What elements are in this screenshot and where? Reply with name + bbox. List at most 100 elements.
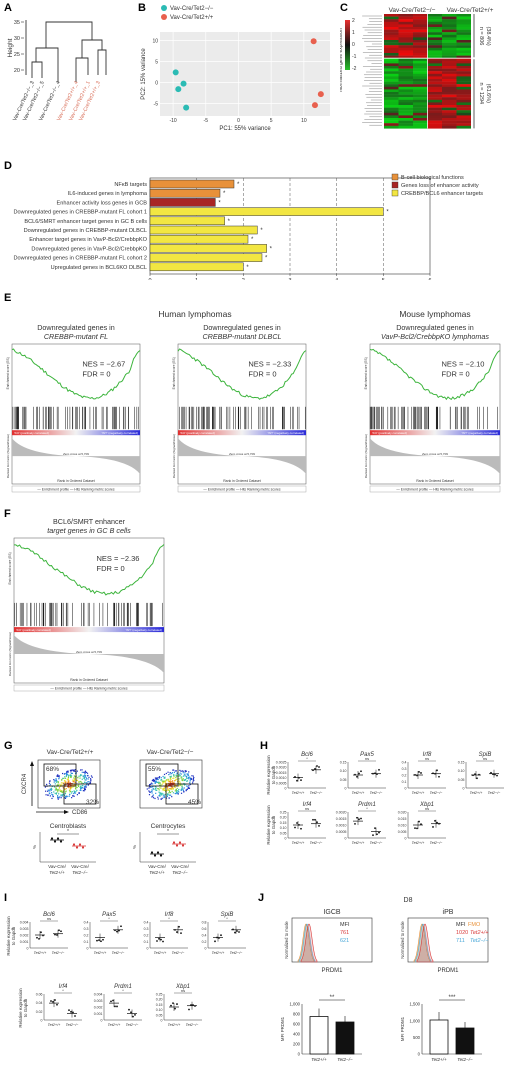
bar-wt [430, 1020, 448, 1054]
y-tick-label: 0.25 [156, 993, 163, 997]
panel-label: B [138, 2, 146, 14]
group-label: Tet2−/− [186, 1023, 200, 1027]
x-tick-label: 5 [270, 118, 273, 124]
y-tick-label: 0.25 [280, 811, 287, 815]
prdm1-plots: D8IGCBMFI761621PRDM1Normalized to modeiP… [258, 892, 520, 1081]
ko-label: 'KO' (positively correlated) [16, 628, 51, 632]
y-tick-label: 0.3 [402, 767, 407, 771]
y-tick-label: 0.0010 [336, 824, 347, 828]
y-axis-label: Normalized to mode [400, 921, 405, 959]
y-tick-label: 0.005 [398, 830, 407, 834]
group-label: Tet2−/− [230, 951, 244, 955]
y-axis-label: to Gapdh [11, 926, 16, 945]
color-scale [345, 20, 350, 70]
y-tick-label: 800 [293, 1012, 301, 1017]
bar [150, 198, 215, 206]
wt-label: 'WT' (negatively correlated) [102, 431, 138, 435]
group-title: Vav-Cre/Tet2+/+ [47, 749, 94, 756]
x-tick-label: 3 [288, 278, 291, 280]
y-axis-label: Enrichment score (ES) [172, 357, 176, 389]
bar-label: IL6-induced genes in lymphoma [68, 191, 148, 197]
y-axis-label: to Gapdh [271, 815, 276, 834]
panel-e: E Human lymphomas Mouse lymphomas Downre… [0, 292, 520, 504]
y-tick-label: 1,000 [290, 1002, 301, 1007]
y-tick-label: 0.8 [202, 921, 207, 925]
x-tick-label: 0 [237, 118, 240, 124]
panel-j: J D8 IGCB MFI 761 621 PRDM1 Normalized to mode… [258, 892, 520, 1081]
data-point [318, 91, 324, 97]
group-label: Tet2−/− [370, 791, 384, 795]
gsea-title: CREBBP-mutant FL [44, 332, 108, 341]
group-label: Tet2+/+ [149, 870, 165, 875]
y-tick-label: 0.06 [36, 993, 43, 997]
y-tick-label: 25 [14, 52, 20, 58]
row-dendrogram [362, 16, 382, 125]
group-label: Tet2+/+ [311, 1057, 327, 1062]
legend-swatch [392, 190, 398, 196]
group-label: Tet2−/− [66, 1023, 80, 1027]
y-tick-label: 0 [27, 947, 29, 951]
legend-wt: Tet2+/+ [470, 930, 489, 936]
y-tick-label: 0.3 [144, 927, 149, 931]
x-axis-label: Rank in Ordered Dataset [57, 479, 95, 483]
y-tick-label: 1,500 [410, 1002, 421, 1007]
panel-f: F BCL6/SMRT enhancer target genes in GC B… [0, 508, 200, 708]
legend-label: Genes loss of enhancer activity [401, 183, 479, 189]
arrow-head [64, 810, 69, 814]
bar [150, 263, 243, 271]
panel-label: E [4, 292, 11, 304]
bar [150, 235, 248, 243]
scale-label: 1 [352, 30, 355, 36]
y-axis-label: Ranked list metric (Signal2Noise) [172, 434, 176, 478]
data-point [183, 105, 189, 111]
group-label: Tet2+/+ [48, 1023, 62, 1027]
x-tick-label: 10 [301, 118, 307, 124]
y-tick-label: 0.2 [202, 940, 207, 944]
arrow-head [30, 761, 34, 766]
y-tick-label: 0.05 [280, 831, 287, 835]
dendrogram-branches [26, 20, 106, 82]
panel-label: A [4, 2, 12, 14]
bar-chart: NFκB targets * IL6-induced genes in lympho… [0, 160, 520, 280]
mouse-lymphomas-title: Mouse lymphomas [370, 310, 500, 319]
bar [150, 244, 267, 252]
gsea-title: CREBBP-mutant DLBCL [202, 332, 281, 341]
subplot-title: IGCB [323, 909, 340, 916]
gate-percent: 55% [148, 766, 161, 773]
scale-label: -1 [352, 54, 357, 60]
y-tick-label: 0.15 [156, 1003, 163, 1007]
bar [150, 208, 383, 216]
data-point [311, 38, 317, 44]
group-label: Tet2+/+ [108, 1023, 122, 1027]
y-axis-label: PC2: 15% variance [141, 48, 147, 100]
y-tick-label: 0.3 [84, 927, 89, 931]
y-tick-label: 0.04 [36, 1001, 43, 1005]
bar-ko [336, 1022, 354, 1054]
y-tick-label: 0.0025 [276, 761, 287, 765]
group-label: Vav-Cre/ [71, 864, 90, 869]
significance: ns [425, 756, 429, 761]
nes-value: NES = −2.33 [248, 359, 291, 368]
y-tick-label: 0.0005 [276, 781, 287, 785]
gsea-legend: — Enrichment profile — Hits Ranking metr… [396, 488, 474, 492]
y-tick-label: 0.10 [458, 769, 465, 773]
x-axis-label: PC1: 55% variance [219, 126, 271, 132]
y-tick-label: 0.0015 [276, 771, 287, 775]
group-label: Tet2−/− [430, 791, 444, 795]
y-tick-label: 0.002 [94, 1006, 103, 1010]
x-tick-label: 2 [242, 278, 245, 280]
group-label: Tet2+/+ [292, 841, 306, 845]
significance: ns [483, 756, 487, 761]
legend-ko: Tet2−/− [470, 938, 489, 944]
nes-value: NES = −2.67 [82, 359, 125, 368]
y-tick-label: 30 [14, 36, 20, 42]
panel-label: F [4, 508, 11, 520]
y-tick-label: 0.0005 [336, 830, 347, 834]
bar-ko [456, 1028, 474, 1054]
y-tick-label: 0.004 [94, 993, 103, 997]
y-axis-label: Ranked list metric (Signal2Noise) [6, 434, 10, 478]
qpcr-plots: Bcl60.00250.00200.00150.00100.00050*Tet2… [260, 740, 520, 860]
y-axis-label: % [32, 845, 37, 849]
y-tick-label: 5 [155, 59, 158, 65]
cluster-percent: (38.4%) [485, 26, 491, 45]
